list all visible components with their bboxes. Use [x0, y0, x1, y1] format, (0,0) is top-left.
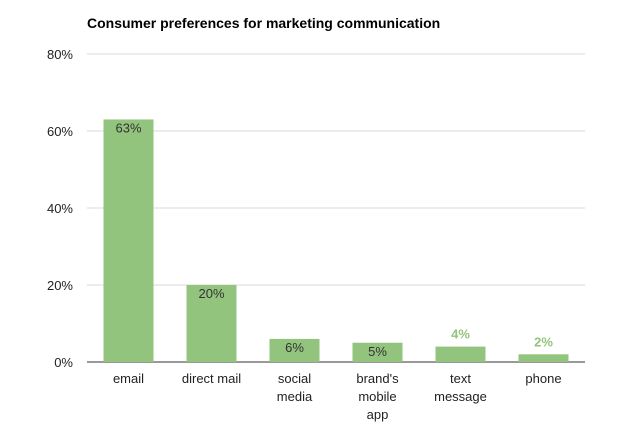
y-tick-label: 60%: [47, 124, 73, 139]
x-tick-label: brand's mobile app: [356, 371, 399, 422]
x-tick-label: social media: [277, 371, 313, 404]
data-label: 5%: [368, 344, 387, 359]
data-label: 2%: [534, 334, 553, 349]
bar: [269, 338, 320, 362]
y-tick-label: 20%: [47, 278, 73, 293]
bars: [103, 119, 569, 362]
y-tick-label: 40%: [47, 201, 73, 216]
bar: [518, 354, 569, 362]
x-tick-label: phone: [525, 371, 561, 386]
data-label: 6%: [285, 340, 304, 355]
y-tick-label: 80%: [47, 47, 73, 62]
data-labels: 63% 20% 6% 5% 4% 2%: [115, 120, 553, 358]
bar: [435, 346, 486, 362]
y-tick-label: 0%: [54, 355, 73, 370]
data-label: 63%: [115, 120, 141, 135]
x-tick-label: text message: [434, 371, 487, 404]
gridlines: [87, 53, 585, 363]
x-tick-label: email: [113, 371, 144, 386]
bar: [186, 285, 237, 362]
y-axis-tick-labels: 0% 20% 40% 60% 80%: [47, 47, 73, 370]
bar: [352, 342, 403, 362]
data-label: 4%: [451, 327, 470, 342]
bar: [103, 119, 154, 362]
x-axis-tick-labels: email direct mail social media brand's mobile…: [113, 371, 562, 422]
chart-title: Consumer preferences for marketing commu…: [87, 15, 441, 31]
data-label: 20%: [198, 286, 224, 301]
x-tick-label: direct mail: [182, 371, 241, 386]
